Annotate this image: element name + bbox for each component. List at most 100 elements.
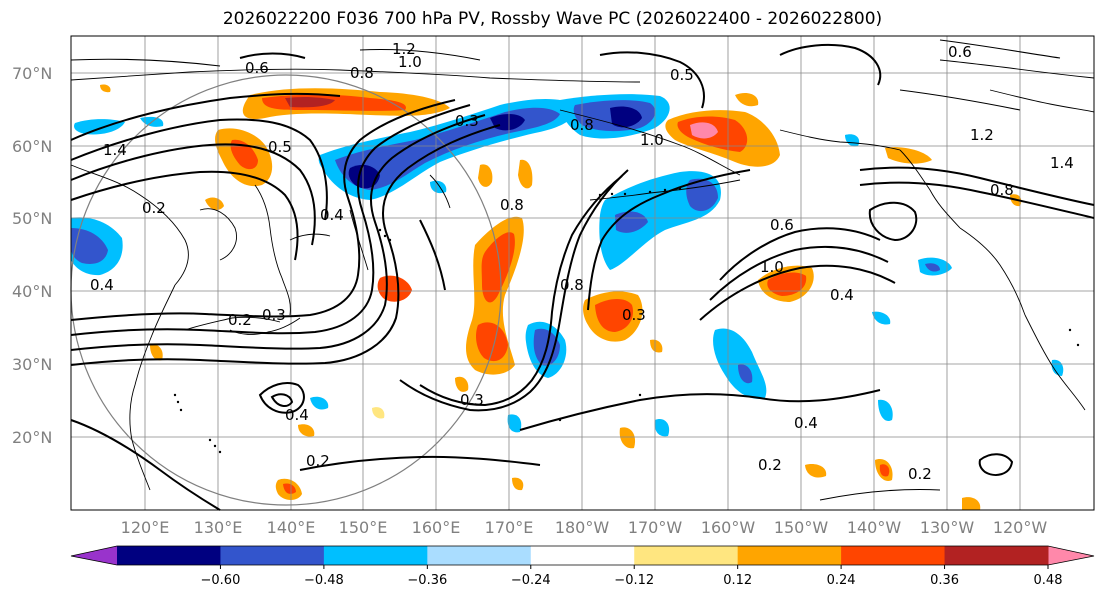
lat-label: 60°N [12,137,52,156]
positive-anomaly-patch [150,344,163,361]
positive-anomaly-patch [805,464,827,478]
contour-label: 1.4 [103,141,127,159]
negative-anomaly-patch [686,178,718,212]
map-title: 2026022200 F036 700 hPa PV, Rossby Wave … [222,9,883,29]
lat-label: 30°N [12,355,52,374]
positive-anomaly-patch [476,322,508,362]
colorbar-tick-label: −0.36 [407,573,447,588]
positive-anomaly-patch [285,96,335,108]
negative-anomaly-patch [872,311,891,325]
lon-label: 150°W [774,518,829,537]
colorbar-swatch [117,546,221,565]
positive-anomaly-patch [230,139,258,170]
lon-label: 140°E [267,518,316,537]
latitude-labels: 70°N 60°N 50°N 40°N 30°N 20°N [12,64,52,447]
contour-label: 0.2 [142,199,166,217]
colorbar-tick-label: −0.60 [201,573,241,588]
positive-anomaly-patch [372,407,385,419]
colorbar-tick-label: 0.12 [723,573,752,588]
lat-label: 50°N [12,209,52,228]
lon-label: 130°E [194,518,243,537]
lon-label: 170°W [628,518,683,537]
positive-anomaly-patch [455,376,469,392]
positive-anomaly-patch [619,427,636,449]
contour-label: 0.3 [262,306,286,324]
contour-label: 0.8 [560,276,584,294]
colorbar-tick-label: 0.24 [827,573,856,588]
positive-anomaly-patch [885,147,932,164]
colorbar-swatch [944,546,1049,565]
contour-label: 0.5 [268,138,292,156]
contour-label: 0.2 [758,456,782,474]
positive-anomaly-patch [595,298,634,332]
contour-label: 0.3 [460,391,484,409]
pv-contours [70,43,1095,511]
positive-anomaly-patch [100,84,111,93]
positive-anomaly-patch [962,497,981,510]
negative-anomaly-patch [74,119,125,135]
colorbar-swatch [220,546,325,565]
contour-label: 0.4 [285,406,309,424]
contour-label: 0.2 [228,311,252,329]
lon-label: 180°W [555,518,610,537]
positive-anomaly-patch [735,93,759,107]
longitude-labels: 120°E 130°E 140°E 150°E 160°E 170°E 180°… [121,518,1048,537]
contour-label: 0.4 [320,206,344,224]
contour-label: 0.6 [770,216,794,234]
contour-label: 1.0 [398,53,422,71]
contour-label: 0.4 [830,286,854,304]
contour-label: 0.6 [245,59,269,77]
positive-anomaly-patch [767,272,807,296]
negative-anomaly-patch [507,414,522,433]
lon-label: 170°E [485,518,534,537]
contour-label: 1.2 [392,40,416,58]
colorbar-tick-label: −0.48 [304,573,344,588]
colorbar-swatch [737,546,842,565]
negative-anomaly-patch [654,419,670,437]
pv-thin-contours [70,39,1061,501]
contour-label: 0.8 [500,196,524,214]
positive-anomaly-patch [283,483,296,494]
positive-anomaly-patch [481,232,515,303]
colorbar-tick-label: 0.48 [1034,573,1063,588]
contour-label: 0.5 [670,66,694,84]
map-frame [70,35,1095,511]
contour-labels: 1.2 0.6 1.0 0.8 0.6 1.4 0.8 1.2 1.4 0.5 … [90,40,1074,483]
contour-label: 0.8 [570,116,594,134]
colorbar-swatch [634,546,739,565]
positive-anomaly-patch [512,477,524,491]
contour-label: 1.4 [1050,154,1074,172]
negative-anomaly-patch [310,396,329,410]
positive-anomaly-patch [205,197,224,210]
positive-anomaly-patch [478,164,493,187]
lat-label: 20°N [12,428,52,447]
lat-label: 40°N [12,282,52,301]
map-panel: 1.2 0.6 1.0 0.8 0.6 1.4 0.8 1.2 1.4 0.5 … [70,35,1095,511]
colorbar-swatch [323,546,428,565]
lon-label: 120°W [993,518,1048,537]
contour-label: 1.0 [760,258,784,276]
negative-anomaly-patch [738,364,753,384]
colorbar-tick-label: 0.36 [930,573,959,588]
contour-label: 0.2 [306,452,330,470]
positive-anomaly-patch [690,122,718,139]
negative-anomaly-patch [71,228,108,264]
contour-label: 0.2 [908,465,932,483]
contour-label: 0.3 [455,112,479,130]
colorbar-high-extend [1048,546,1094,565]
lon-label: 160°W [701,518,756,537]
negative-anomaly-patch [878,399,893,422]
negative-anomaly-patch [925,263,940,272]
contour-label: 0.8 [350,64,374,82]
negative-anomaly-patch [348,164,380,189]
negative-anomaly-patch [610,106,642,128]
positive-anomaly-patch [650,339,663,353]
positive-anomaly-patch [298,424,315,437]
lon-label: 160°E [412,518,461,537]
lon-label: 130°W [920,518,975,537]
colorbar-low-extend [71,546,117,565]
colorbar-tick-label: −0.12 [614,573,654,588]
contour-label: 0.6 [948,43,972,61]
contour-label: 1.2 [970,126,994,144]
lon-label: 150°E [339,518,388,537]
